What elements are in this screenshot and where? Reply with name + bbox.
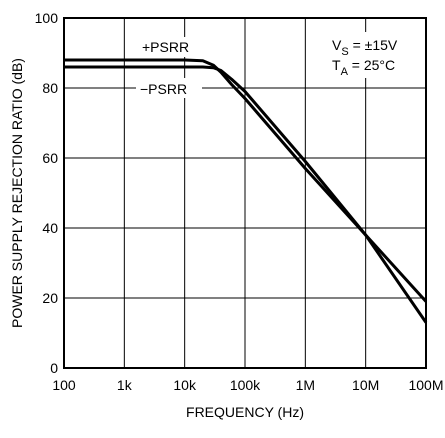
y-tick-label: 40: [42, 220, 58, 236]
vs-annotation: VS = ±15V: [332, 37, 398, 58]
x-tick-label: 100: [52, 377, 76, 393]
minus-psrr-curve: [64, 65, 428, 324]
x-tick-label: 1k: [117, 377, 133, 393]
y-tick-label: 60: [42, 150, 58, 166]
minus-psrr-label-bg: [136, 78, 202, 98]
y-tick-label: 100: [35, 10, 59, 26]
ta-annotation: TA = 25°C: [332, 57, 395, 78]
x-tick-label: 1M: [296, 377, 315, 393]
y-tick-label: 0: [50, 360, 58, 376]
x-axis-title: FREQUENCY (Hz): [186, 404, 304, 420]
y-tick-label: 20: [42, 290, 58, 306]
curves: [64, 58, 428, 324]
plot-frame: [63, 17, 427, 369]
y-tick-labels: 0 20 40 60 80 100: [35, 10, 59, 376]
x-tick-label: 10M: [352, 377, 379, 393]
x-tick-label: 100M: [408, 377, 443, 393]
plus-psrr-label-bg: [138, 37, 200, 57]
grid: [64, 18, 426, 368]
legend-plus-psrr: +PSRR: [142, 39, 189, 55]
x-tick-label: 100k: [230, 377, 261, 393]
x-tick-labels: 100 1k 10k 100k 1M 10M 100M: [52, 377, 443, 393]
conditions-annotation: VS = ±15V TA = 25°C: [328, 32, 424, 78]
legend-minus-psrr: −PSRR: [140, 81, 187, 97]
x-tick-label: 10k: [173, 377, 197, 393]
y-tick-label: 80: [42, 80, 58, 96]
y-axis-title: POWER SUPPLY REJECTION RATIO (dB): [9, 58, 25, 328]
